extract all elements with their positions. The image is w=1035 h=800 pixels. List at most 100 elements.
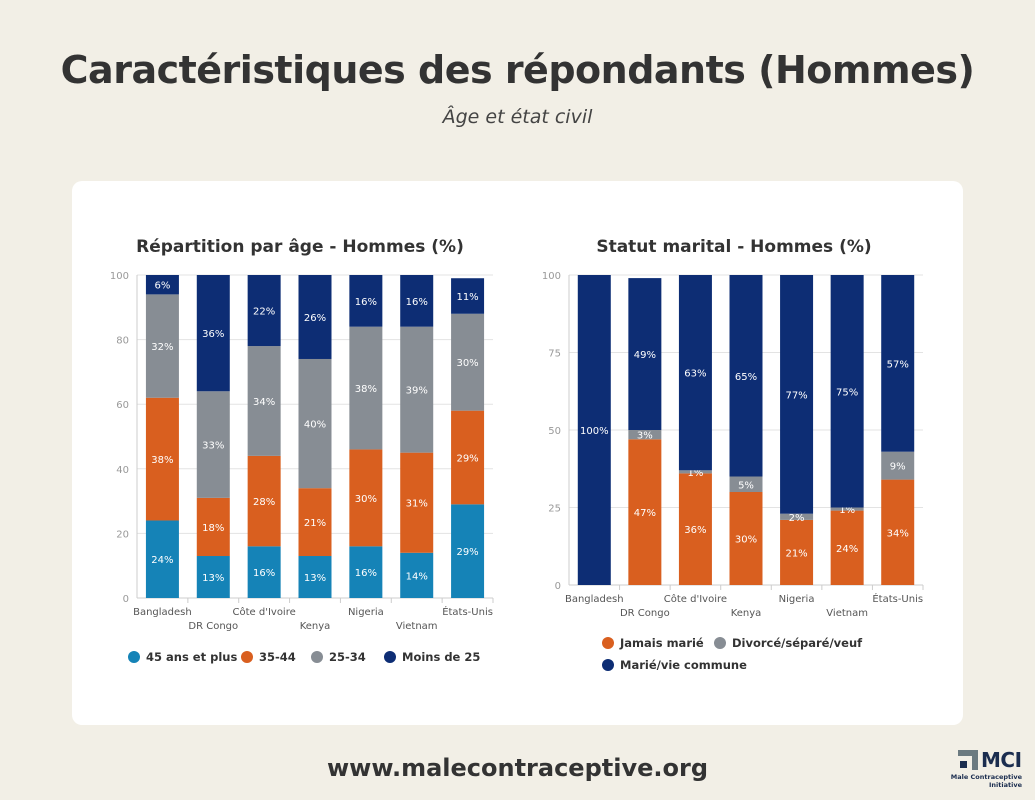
bar-segment-0-1-3 — [196, 275, 230, 392]
legend-marker-1-1 — [714, 637, 726, 649]
bar-segment-0-1-0 — [196, 556, 230, 598]
bar-segment-1-2-0 — [678, 473, 712, 585]
bar-segment-0-6-2 — [451, 313, 485, 411]
legend-label-0-1: 35-44 — [259, 650, 296, 664]
bar-segment-1-4-2 — [780, 275, 814, 514]
bar-segment-0-2-2 — [247, 346, 281, 456]
footer-url[interactable]: www.malecontraceptive.org — [326, 754, 709, 782]
legend-marker-0-0 — [128, 651, 140, 663]
x-tick-label-0-3: Kenya — [300, 621, 331, 632]
data-label-0-4-1: 30% — [355, 494, 377, 505]
y-tick-label-1-4: 100 — [542, 271, 561, 282]
bar-segment-0-3-1 — [298, 488, 332, 557]
bar-segment-0-2-1 — [247, 455, 281, 547]
bar-segment-1-5-0 — [830, 510, 864, 585]
y-tick-label-0-5: 100 — [110, 271, 129, 282]
mci-logo: MCI Male Contraceptive Initiative — [951, 748, 1026, 794]
data-label-0-2-2: 34% — [253, 397, 275, 408]
chart-card: Répartition par âge - Hommes (%) 0 20 40 60 8… — [72, 181, 963, 725]
bar-segment-0-0-1 — [145, 397, 179, 521]
data-label-0-2-0: 16% — [253, 568, 275, 579]
bar-segment-0-3-0 — [298, 556, 332, 598]
legend-marker-0-3 — [384, 651, 396, 663]
data-label-1-1-2: 49% — [634, 350, 656, 361]
bar-segment-1-6-2 — [881, 275, 915, 452]
y-tick-label-1-0: 0 — [555, 581, 561, 592]
bar-segment-0-4-0 — [349, 546, 383, 598]
data-label-1-3-0: 30% — [735, 535, 757, 546]
data-label-0-0-1: 38% — [151, 455, 173, 466]
bar-segment-0-6-0 — [451, 504, 485, 598]
bar-segment-0-6-3 — [451, 278, 485, 314]
data-label-1-5-1: 1% — [839, 505, 855, 516]
x-tick-label-0-2: Côte d'Ivoire — [233, 606, 296, 618]
y-tick-label-0-2: 40 — [116, 465, 129, 476]
legend-label-0-2: 25-34 — [329, 650, 366, 664]
bar-segment-0-5-0 — [400, 552, 434, 598]
charts-svg: Répartition par âge - Hommes (%) 0 20 40 60 8… — [110, 237, 924, 672]
legend-label-0-3: Moins de 25 — [402, 650, 480, 664]
data-label-0-6-1: 29% — [456, 453, 478, 464]
data-label-0-0-2: 32% — [151, 342, 173, 353]
x-tick-label-0-0: Bangladesh — [133, 607, 192, 618]
legend-marker-1-0 — [602, 637, 614, 649]
bar-segment-0-3-2 — [298, 358, 332, 489]
bar-segment-0-0-3 — [145, 275, 179, 295]
y-tick-label-1-2: 50 — [548, 426, 561, 437]
data-label-0-4-3: 16% — [355, 297, 377, 308]
mci-logo-text: MCI — [981, 748, 1022, 772]
bar-segment-1-4-0 — [780, 519, 814, 585]
data-label-0-5-2: 39% — [406, 386, 428, 397]
legend-label-1-0: Jamais marié — [619, 636, 704, 650]
data-label-1-1-0: 47% — [634, 508, 656, 519]
x-tick-label-1-2: Côte d'Ivoire — [664, 593, 727, 605]
data-label-1-2-0: 36% — [684, 525, 706, 536]
x-tick-label-1-1: DR Congo — [620, 608, 670, 619]
data-label-0-2-3: 22% — [253, 307, 275, 318]
bar-segment-0-5-2 — [400, 326, 434, 453]
bar-segment-0-4-2 — [349, 326, 383, 450]
data-label-0-3-0: 13% — [304, 573, 326, 584]
data-label-0-5-0: 14% — [406, 571, 428, 582]
data-label-1-6-1: 9% — [890, 462, 906, 473]
y-tick-label-1-3: 75 — [548, 349, 561, 360]
data-label-1-0-2: 100% — [580, 426, 609, 437]
legend-label-0-0: 45 ans et plus — [146, 650, 237, 664]
bar-segment-0-2-3 — [247, 275, 281, 347]
legend-label-1-1: Divorcé/séparé/veuf — [732, 636, 863, 650]
page-title: Caractéristiques des répondants (Hommes) — [60, 48, 975, 92]
legend-marker-0-2 — [311, 651, 323, 663]
bar-segment-0-0-0 — [145, 520, 179, 598]
bar-segment-0-1-1 — [196, 497, 230, 557]
chart-title-1: Statut marital - Hommes (%) — [596, 237, 871, 257]
data-label-0-4-2: 38% — [355, 384, 377, 395]
data-label-0-1-0: 13% — [202, 573, 224, 584]
bar-segment-1-2-2 — [678, 275, 712, 471]
data-label-0-4-0: 16% — [355, 568, 377, 579]
data-label-0-3-3: 26% — [304, 313, 326, 324]
bar-segment-0-2-0 — [247, 546, 281, 598]
bar-segment-0-5-3 — [400, 275, 434, 327]
data-label-1-5-2: 75% — [836, 387, 858, 398]
mci-logo-tagline-1: Male Contraceptive — [950, 773, 1022, 781]
data-label-1-2-1: 1% — [687, 468, 703, 479]
data-label-1-4-1: 2% — [789, 513, 805, 524]
y-tick-label-0-4: 80 — [116, 336, 129, 347]
bar-segment-0-0-2 — [145, 294, 179, 398]
bar-segment-0-1-2 — [196, 391, 230, 498]
bar-segment-1-3-2 — [729, 275, 763, 477]
bar-segment-1-3-0 — [729, 492, 763, 585]
x-tick-label-1-0: Bangladesh — [565, 594, 624, 605]
bar-segment-1-5-2 — [830, 275, 864, 508]
bar-segment-0-4-1 — [349, 449, 383, 547]
data-label-1-6-2: 57% — [887, 359, 909, 370]
data-label-1-4-0: 21% — [785, 548, 807, 559]
bar-segment-1-1-2 — [628, 278, 662, 430]
data-label-1-3-1: 5% — [738, 480, 754, 491]
bar-segment-1-1-0 — [628, 439, 662, 585]
data-label-0-3-2: 40% — [304, 420, 326, 431]
data-label-1-6-0: 34% — [887, 528, 909, 539]
data-label-1-4-2: 77% — [785, 390, 807, 401]
data-label-1-2-2: 63% — [684, 369, 706, 380]
data-label-0-6-2: 30% — [456, 358, 478, 369]
